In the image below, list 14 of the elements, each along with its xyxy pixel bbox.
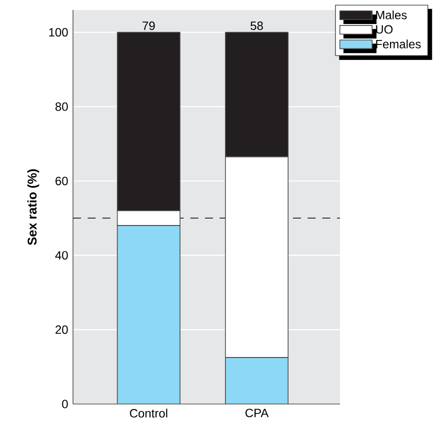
- y-tick-label: 40: [55, 251, 68, 260]
- annotation: 79: [142, 22, 155, 30]
- y-tick-label: 20: [56, 325, 68, 334]
- y-tick-label: 100: [49, 28, 68, 37]
- x-tick-label: Control: [130, 408, 168, 418]
- legend-label: UO: [376, 25, 393, 34]
- y-tick-label: 80: [55, 102, 68, 111]
- x-tick-label: CPA: [245, 408, 269, 418]
- y-axis-title: Sex ratio (%): [27, 169, 40, 246]
- y-tick-label: 60: [56, 176, 68, 186]
- annotation: 58: [250, 22, 263, 30]
- legend-label: Females: [376, 40, 421, 48]
- legend-label: Males: [376, 10, 407, 20]
- y-tick-label: 0: [62, 400, 68, 408]
